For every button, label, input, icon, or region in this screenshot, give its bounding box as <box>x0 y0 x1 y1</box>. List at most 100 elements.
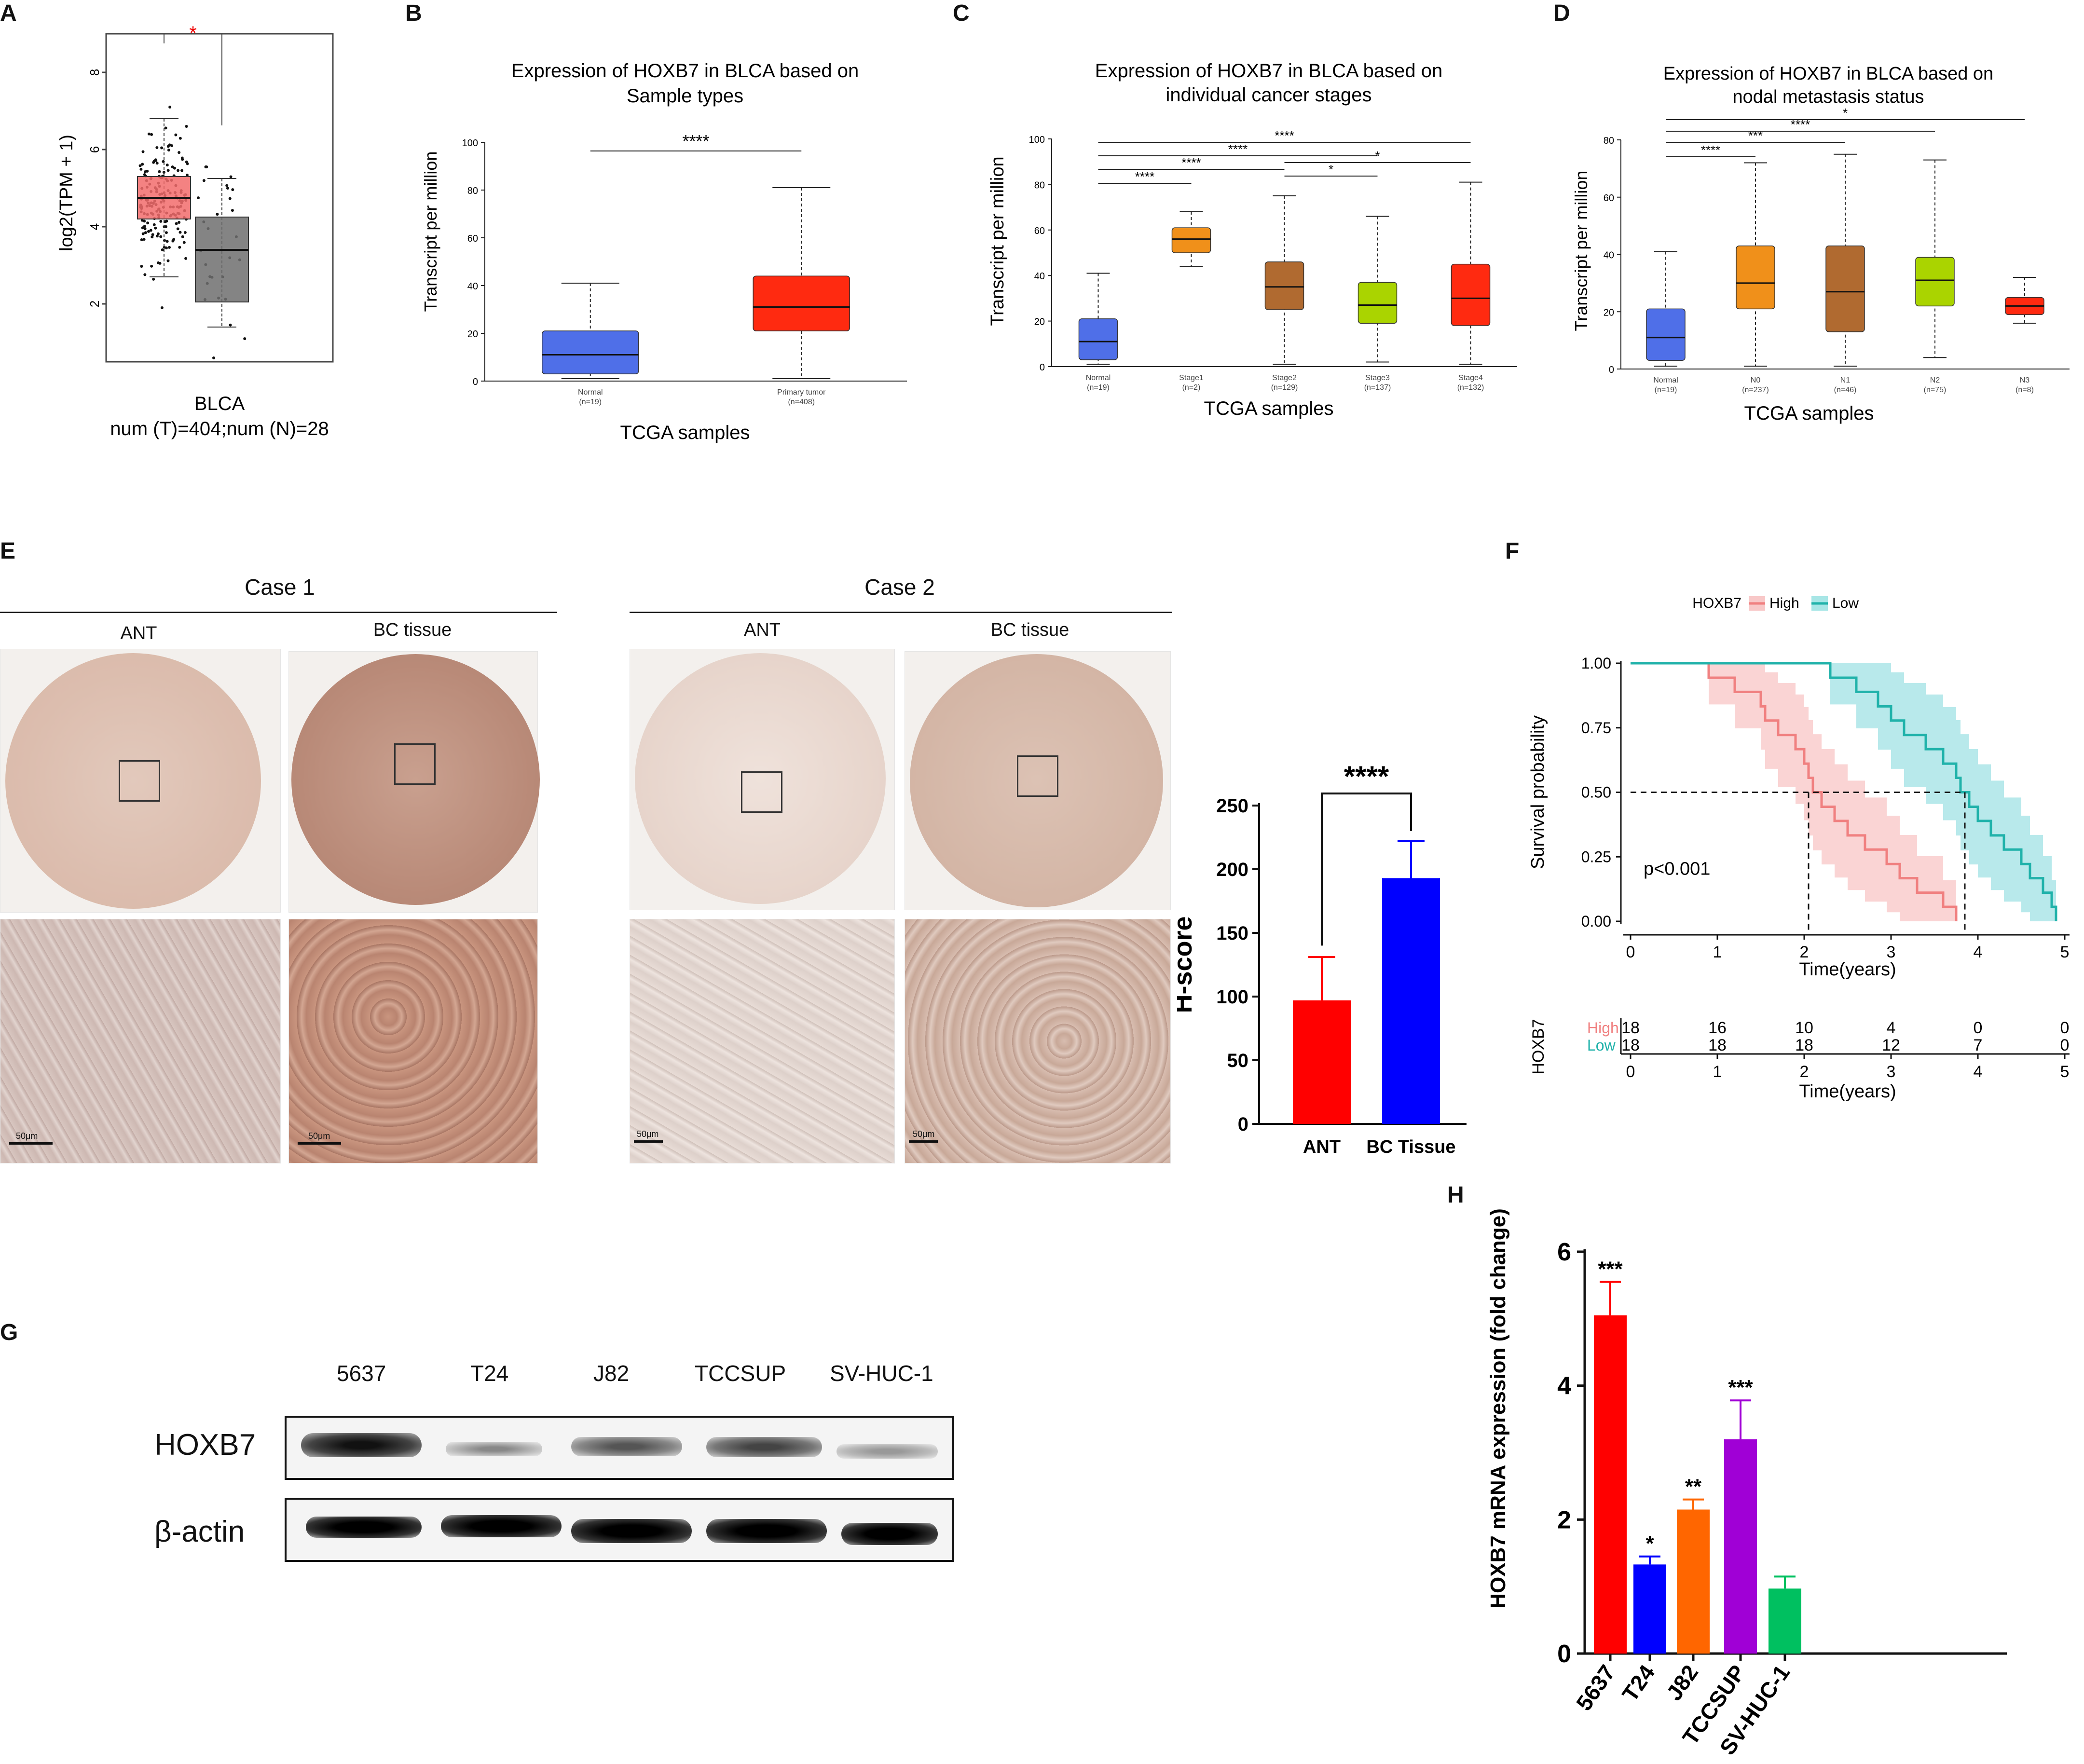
lane-label-t24: T24 <box>470 1361 509 1386</box>
e-category-label: ANT <box>1303 1137 1341 1157</box>
c-plot-n-label: (n=129) <box>1271 383 1298 392</box>
a-data-point <box>231 188 234 191</box>
a-data-point <box>243 337 247 341</box>
h-bar-j82 <box>1677 1509 1710 1654</box>
f-ci-band-low <box>1631 663 2056 921</box>
lane-label-tccsup: TCCSUP <box>695 1361 786 1386</box>
panel-c-title-line1: Expression of HOXB7 in BLCA based on <box>1095 60 1442 82</box>
panel-d-xlabel: TCGA samples <box>1744 403 1874 424</box>
f-ytick-label: 0.50 <box>1581 784 1611 801</box>
a-data-point <box>181 158 184 161</box>
c-plot-ytick-label: 0 <box>1040 362 1045 373</box>
f-xtick-label: 3 <box>1887 943 1896 961</box>
a-data-point <box>141 150 145 153</box>
d-plot-n-label: (n=75) <box>1924 386 1947 394</box>
a-data-point <box>165 231 168 234</box>
case1-ant-zoom-box <box>119 760 160 802</box>
case1-ant-label: ANT <box>120 623 157 643</box>
case2-ant-core-image <box>630 649 895 910</box>
f-legend-low-label: Low <box>1832 595 1859 611</box>
a-sig-label: * <box>189 23 197 44</box>
e-ytick-label: 200 <box>1216 859 1248 880</box>
b-plot-box-Normal <box>542 330 639 374</box>
case2-rule <box>630 612 1172 613</box>
a-data-point <box>146 221 150 225</box>
e-ytick-label: 250 <box>1216 795 1248 817</box>
lane-label-j82: J82 <box>593 1361 630 1386</box>
h-sig-label: ** <box>1685 1475 1702 1499</box>
a-data-point <box>150 133 153 136</box>
f-risk-high-value: 16 <box>1708 1019 1727 1037</box>
a-sig-bracket <box>164 33 222 125</box>
a-box-N <box>195 217 249 302</box>
case1-bc-core-image <box>288 651 540 913</box>
c-sig-label: **** <box>1135 169 1154 184</box>
c-plot-box-Stage4 <box>1451 263 1491 326</box>
panel-letter-a: A <box>0 0 17 26</box>
e-sig-bracket <box>1321 793 1412 946</box>
a-data-point <box>174 133 178 137</box>
h-sig-label: * <box>1645 1532 1654 1556</box>
a-data-point <box>159 219 163 223</box>
a-data-point <box>141 163 144 166</box>
d-plot-ytick-label: 20 <box>1604 307 1614 318</box>
panel-h-ylabel: HOXB7 mRNA expression (fold change) <box>1486 1208 1510 1609</box>
f-pvalue: p<0.001 <box>1644 859 1710 879</box>
a-data-point <box>160 146 164 150</box>
f-risk-xtick-label: 5 <box>2060 1063 2070 1081</box>
f-ylabel: Survival probability <box>1529 715 1548 869</box>
c-plot-ytick-label: 60 <box>1034 226 1045 236</box>
a-data-point <box>178 151 181 154</box>
case1-ant-core-image <box>0 649 281 913</box>
panel-b-ylabel: Transcript per million <box>421 151 440 312</box>
h-ytick-label: 2 <box>1557 1506 1571 1534</box>
e-ylabel: H-score <box>1177 916 1197 1013</box>
f-risk-xtick-label: 0 <box>1626 1063 1635 1081</box>
a-data-point <box>212 356 215 359</box>
case2-ant-scalebar: 50μm <box>637 1129 659 1139</box>
case2-title: Case 2 <box>864 574 935 600</box>
a-data-point <box>175 222 178 225</box>
d-plot-ytick-label: 60 <box>1604 193 1614 204</box>
a-data-point <box>185 125 188 128</box>
band-hoxb7-j82 <box>571 1437 682 1456</box>
a-data-point <box>165 246 168 249</box>
a-data-point <box>172 238 176 241</box>
case1-rule <box>0 612 557 613</box>
a-data-point <box>155 162 159 165</box>
c-plot-box-Stage1 <box>1171 227 1211 253</box>
a-data-point <box>164 220 167 223</box>
h-sig-label: *** <box>1728 1376 1753 1399</box>
h-sig-label: *** <box>1598 1257 1623 1281</box>
f-xtick-label: 0 <box>1626 943 1635 961</box>
f-ytick-label: 0.00 <box>1581 913 1611 930</box>
b-plot-n-label: (n=19) <box>579 398 602 406</box>
panel-d-chart: Expression of HOXB7 in BLCA based on nod… <box>1571 64 2070 424</box>
f-risk-low-value: 18 <box>1795 1036 1813 1054</box>
a-data-point <box>147 132 151 136</box>
panel-b-title-line1: Expression of HOXB7 in BLCA based on <box>511 60 859 82</box>
b-sig-label: **** <box>682 131 709 151</box>
d-plot-ytick-label: 40 <box>1604 250 1614 261</box>
a-data-point <box>141 232 145 235</box>
panel-letter-b: B <box>405 0 422 26</box>
panel-d-title-line2: nodal metastasis status <box>1732 87 1924 107</box>
lane-label-sv-huc-1: SV-HUC-1 <box>830 1361 933 1386</box>
e-ytick-label: 0 <box>1238 1114 1248 1135</box>
b-plot-n-label: (n=408) <box>788 398 815 406</box>
c-plot-category-label: Normal <box>1086 374 1111 382</box>
f-xtick-label: 2 <box>1800 943 1809 961</box>
panel-letter-g: G <box>0 1320 18 1345</box>
a-data-point <box>167 246 171 249</box>
c-plot-category-label: Stage4 <box>1458 374 1483 382</box>
case2-bc-scalebar: 50μm <box>913 1129 935 1139</box>
a-data-point <box>184 257 188 260</box>
panel-a-sublabel: num (T)=404;num (N)=28 <box>110 418 329 439</box>
d-plot-category-label: Normal <box>1653 376 1678 384</box>
a-data-point <box>160 306 164 309</box>
panel-d-ylabel: Transcript per million <box>1571 171 1591 331</box>
f-risk-high-value: 4 <box>1887 1019 1896 1037</box>
c-plot-category-label: Stage2 <box>1272 374 1297 382</box>
a-data-point <box>161 248 164 251</box>
